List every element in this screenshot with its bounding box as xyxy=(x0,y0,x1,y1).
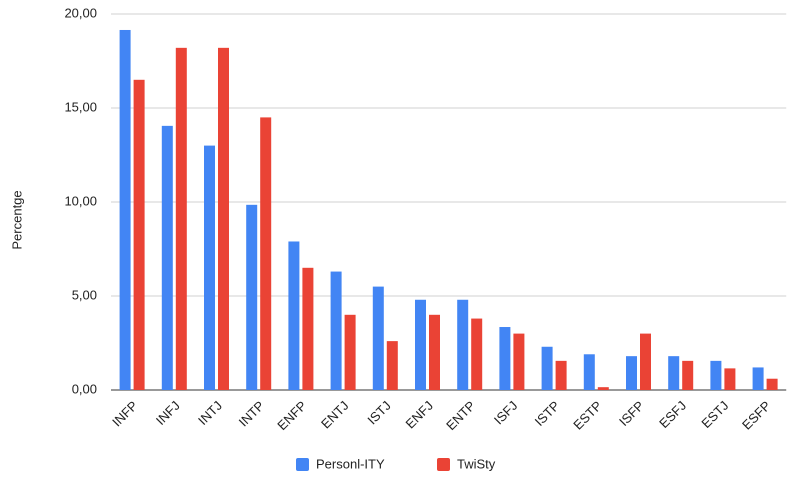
x-tick-label: INFJ xyxy=(153,398,183,428)
x-tick-label: ESTP xyxy=(570,398,605,433)
bar xyxy=(541,346,553,390)
bar xyxy=(330,271,342,390)
x-tick-label: INTJ xyxy=(195,398,225,428)
bar xyxy=(583,354,595,390)
y-tick-label: 20,00 xyxy=(64,5,97,20)
bar xyxy=(626,356,637,390)
bar xyxy=(513,333,525,390)
x-tick-label: ISFJ xyxy=(491,398,521,428)
y-axis-label: Percentge xyxy=(9,190,24,249)
bar xyxy=(372,286,384,390)
bar xyxy=(218,47,229,391)
y-tick-label: 5,00 xyxy=(72,287,97,302)
bar xyxy=(175,47,187,391)
legend-swatch xyxy=(296,458,309,471)
bar xyxy=(415,299,426,390)
bar xyxy=(386,341,398,390)
bar xyxy=(682,360,694,390)
bar xyxy=(288,241,300,390)
bar xyxy=(668,356,680,390)
x-tick-label: ENFP xyxy=(274,398,309,433)
x-tick-label: ISTJ xyxy=(364,398,394,428)
bar xyxy=(161,125,173,391)
bar xyxy=(597,387,609,390)
bar xyxy=(204,145,215,390)
x-tick-label: ISTP xyxy=(532,398,563,429)
x-tick-label: ISFP xyxy=(616,398,647,429)
x-tick-label: ESTJ xyxy=(698,398,731,431)
legend-label: Personl-ITY xyxy=(316,456,385,471)
x-tick-label: INFP xyxy=(109,398,141,430)
bar xyxy=(710,360,722,390)
bar xyxy=(260,117,272,391)
y-tick-label: 10,00 xyxy=(64,193,97,208)
bar xyxy=(246,204,258,390)
bar xyxy=(724,368,736,390)
legend-label: TwiSty xyxy=(457,456,496,471)
x-tick-label: ENTJ xyxy=(318,398,352,432)
bar xyxy=(471,318,483,390)
bar xyxy=(640,333,651,390)
bar xyxy=(457,299,469,390)
y-tick-label: 0,00 xyxy=(72,381,97,396)
bar xyxy=(766,378,778,390)
x-tick-label: ENFJ xyxy=(402,398,436,432)
x-tick-label: ENTP xyxy=(443,398,478,433)
bar xyxy=(119,29,131,390)
x-tick-label: ESFP xyxy=(739,398,774,433)
legend-swatch xyxy=(437,458,450,471)
y-tick-label: 15,00 xyxy=(64,99,97,114)
bar xyxy=(555,360,567,390)
x-tick-label: INTP xyxy=(236,398,268,430)
x-tick-label: ESFJ xyxy=(656,398,689,431)
bar xyxy=(344,314,356,390)
bar xyxy=(133,79,145,391)
bar xyxy=(429,314,440,390)
bar xyxy=(499,327,511,390)
bar xyxy=(752,367,764,390)
bar xyxy=(302,267,314,390)
